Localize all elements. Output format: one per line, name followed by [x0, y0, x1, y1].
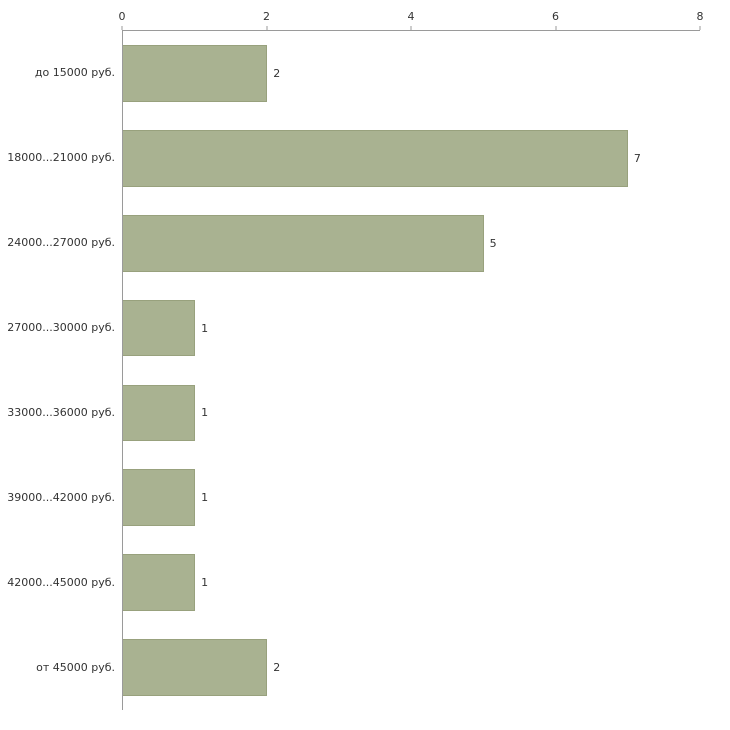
bar	[123, 129, 628, 187]
bar-value-label: 7	[633, 151, 641, 165]
bar-row: 5	[123, 201, 700, 286]
x-axis: 0 2 4 6 8	[119, 0, 704, 30]
bar-value-label: 1	[201, 406, 209, 420]
bar-rows: 2 7 5 1 1 1 1 2	[123, 31, 700, 710]
category-label: от 45000 руб.	[36, 661, 115, 674]
x-tick: 4	[408, 10, 415, 30]
bar	[123, 639, 268, 696]
bar	[123, 45, 268, 102]
bar-row: 1	[123, 371, 700, 456]
category-label: 24000...27000 руб.	[7, 236, 115, 249]
bar	[123, 214, 484, 272]
x-tick-mark	[266, 26, 267, 30]
x-tick-label: 8	[696, 10, 704, 23]
x-tick-mark	[555, 26, 556, 30]
x-tick-label: 4	[407, 10, 415, 23]
category-label: 39000...42000 руб.	[7, 491, 115, 504]
bar	[123, 299, 196, 357]
x-tick-mark	[121, 26, 123, 30]
bar	[123, 469, 196, 527]
bar-row: 1	[123, 286, 700, 371]
plot-area: 2 7 5 1 1 1 1 2	[122, 30, 700, 710]
x-tick: 8	[697, 10, 704, 30]
x-tick-label: 2	[263, 10, 270, 23]
category-label: 33000...36000 руб.	[7, 406, 115, 419]
bar-value-label: 2	[273, 661, 281, 675]
bar	[123, 384, 196, 442]
bar-row: 7	[123, 116, 700, 201]
x-tick: 6	[552, 10, 559, 30]
x-tick-label: 6	[552, 10, 559, 23]
bar-value-label: 5	[489, 236, 497, 250]
x-tick: 0	[119, 10, 126, 30]
bar-row: 2	[123, 625, 700, 710]
bar-row: 2	[123, 31, 700, 116]
category-label: 42000...45000 руб.	[7, 576, 115, 589]
bar-value-label: 2	[273, 66, 281, 80]
bar-value-label: 1	[201, 321, 209, 335]
bar-row: 1	[123, 455, 700, 540]
category-label: 27000...30000 руб.	[7, 321, 115, 334]
category-label: 18000...21000 руб.	[7, 151, 115, 164]
x-tick-mark	[699, 26, 701, 30]
x-tick: 2	[263, 10, 270, 30]
category-label: до 15000 руб.	[34, 66, 115, 79]
bar-value-label: 1	[201, 491, 209, 505]
bar-row: 1	[123, 540, 700, 625]
bar-value-label: 1	[201, 576, 209, 590]
bar	[123, 554, 196, 612]
x-tick-label: 0	[118, 10, 126, 23]
x-tick-mark	[410, 26, 412, 30]
category-labels: до 15000 руб. 18000...21000 руб. 24000...2…	[0, 30, 118, 710]
